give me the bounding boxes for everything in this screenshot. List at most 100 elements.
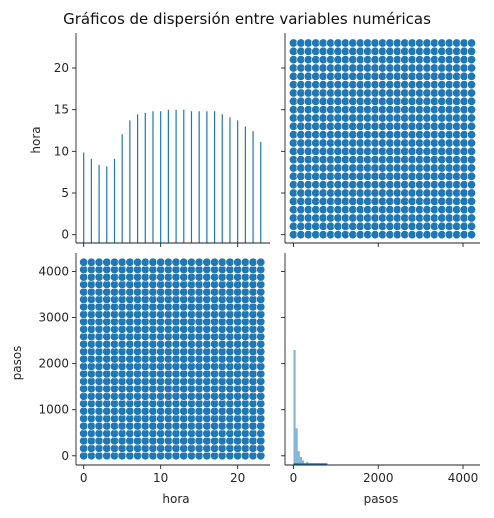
scatter-point xyxy=(225,354,235,364)
scatter-point xyxy=(86,294,96,304)
scatter-point xyxy=(86,317,96,327)
scatter-point xyxy=(171,376,181,386)
scatter-point xyxy=(467,46,477,56)
hist-bar xyxy=(160,111,162,244)
scatter-point xyxy=(186,265,196,275)
scatter-point xyxy=(86,391,96,401)
hist-bar xyxy=(293,350,296,465)
scatter-point xyxy=(102,272,112,282)
scatter-point xyxy=(248,369,258,379)
scatter-point xyxy=(109,287,119,297)
scatter-point xyxy=(109,309,119,319)
scatter-point xyxy=(210,309,220,319)
scatter-point xyxy=(140,361,150,371)
scatter-point xyxy=(171,443,181,453)
scatter-point xyxy=(256,384,266,394)
scatter-point xyxy=(163,354,173,364)
scatter-point xyxy=(240,436,250,446)
scatter-point xyxy=(148,361,158,371)
y-tick-label: 0 xyxy=(61,449,69,463)
scatter-point xyxy=(248,414,258,424)
scatter-point xyxy=(117,332,127,342)
scatter-point xyxy=(133,309,143,319)
scatter-point xyxy=(248,302,258,312)
hist-bar xyxy=(167,109,169,244)
scatter-point xyxy=(186,384,196,394)
scatter-point xyxy=(179,406,189,416)
scatter-point xyxy=(133,332,143,342)
scatter-point xyxy=(186,406,196,416)
hist-bar xyxy=(297,451,300,465)
scatter-point xyxy=(163,339,173,349)
scatter-point xyxy=(210,324,220,334)
scatter-point xyxy=(240,294,250,304)
scatter-point xyxy=(140,384,150,394)
scatter-point xyxy=(133,347,143,357)
scatter-point xyxy=(202,309,212,319)
scatter-point xyxy=(133,384,143,394)
scatter-point xyxy=(179,399,189,409)
scatter-point xyxy=(210,443,220,453)
scatter-point xyxy=(248,324,258,334)
scatter-point xyxy=(148,317,158,327)
hist-bar xyxy=(260,141,262,243)
x-tick-label: 20 xyxy=(230,471,245,485)
hist-bar xyxy=(190,111,193,244)
scatter-point xyxy=(179,391,189,401)
scatter-point xyxy=(148,257,158,267)
y-tick-label: 5 xyxy=(61,186,69,200)
scatter-point xyxy=(79,406,89,416)
scatter-point xyxy=(140,451,150,461)
scatter-point xyxy=(94,287,104,297)
scatter-point xyxy=(140,257,150,267)
scatter-point xyxy=(225,361,235,371)
scatter-point xyxy=(94,309,104,319)
scatter-point xyxy=(140,421,150,431)
scatter-point xyxy=(148,324,158,334)
scatter-point xyxy=(140,399,150,409)
panel-hora-vs-pasos xyxy=(281,33,480,247)
scatter-point xyxy=(86,428,96,438)
scatter-point xyxy=(79,272,89,282)
scatter-point xyxy=(148,384,158,394)
scatter-point xyxy=(86,361,96,371)
scatter-point xyxy=(217,339,227,349)
scatter-point xyxy=(225,324,235,334)
scatter-point xyxy=(171,384,181,394)
scatter-point xyxy=(133,406,143,416)
scatter-point xyxy=(140,376,150,386)
scatter-point xyxy=(125,354,135,364)
x-axis-label-pasos: pasos xyxy=(364,492,399,506)
scatter-point xyxy=(186,332,196,342)
scatter-point xyxy=(125,369,135,379)
x-tick-label: 10 xyxy=(153,471,168,485)
scatter-point xyxy=(171,294,181,304)
scatter-point xyxy=(171,332,181,342)
scatter-point xyxy=(248,294,258,304)
scatter-point xyxy=(94,317,104,327)
scatter-point xyxy=(140,369,150,379)
scatter-point xyxy=(202,294,212,304)
scatter-point xyxy=(248,421,258,431)
scatter-point xyxy=(240,339,250,349)
scatter-point xyxy=(248,317,258,327)
scatter-point xyxy=(86,376,96,386)
scatter-point xyxy=(117,451,127,461)
scatter-point xyxy=(125,361,135,371)
scatter-point xyxy=(109,391,119,401)
scatter-point xyxy=(217,332,227,342)
scatter-point xyxy=(467,180,477,190)
scatter-point xyxy=(109,384,119,394)
scatter-point xyxy=(86,414,96,424)
scatter-point xyxy=(133,257,143,267)
scatter-point xyxy=(79,428,89,438)
scatter-point xyxy=(194,272,204,282)
scatter-point xyxy=(194,369,204,379)
scatter-point xyxy=(225,414,235,424)
scatter-point xyxy=(109,332,119,342)
scatter-point xyxy=(117,428,127,438)
hist-bar xyxy=(229,117,231,243)
scatter-point xyxy=(79,451,89,461)
scatter-point xyxy=(186,369,196,379)
scatter-point xyxy=(133,302,143,312)
